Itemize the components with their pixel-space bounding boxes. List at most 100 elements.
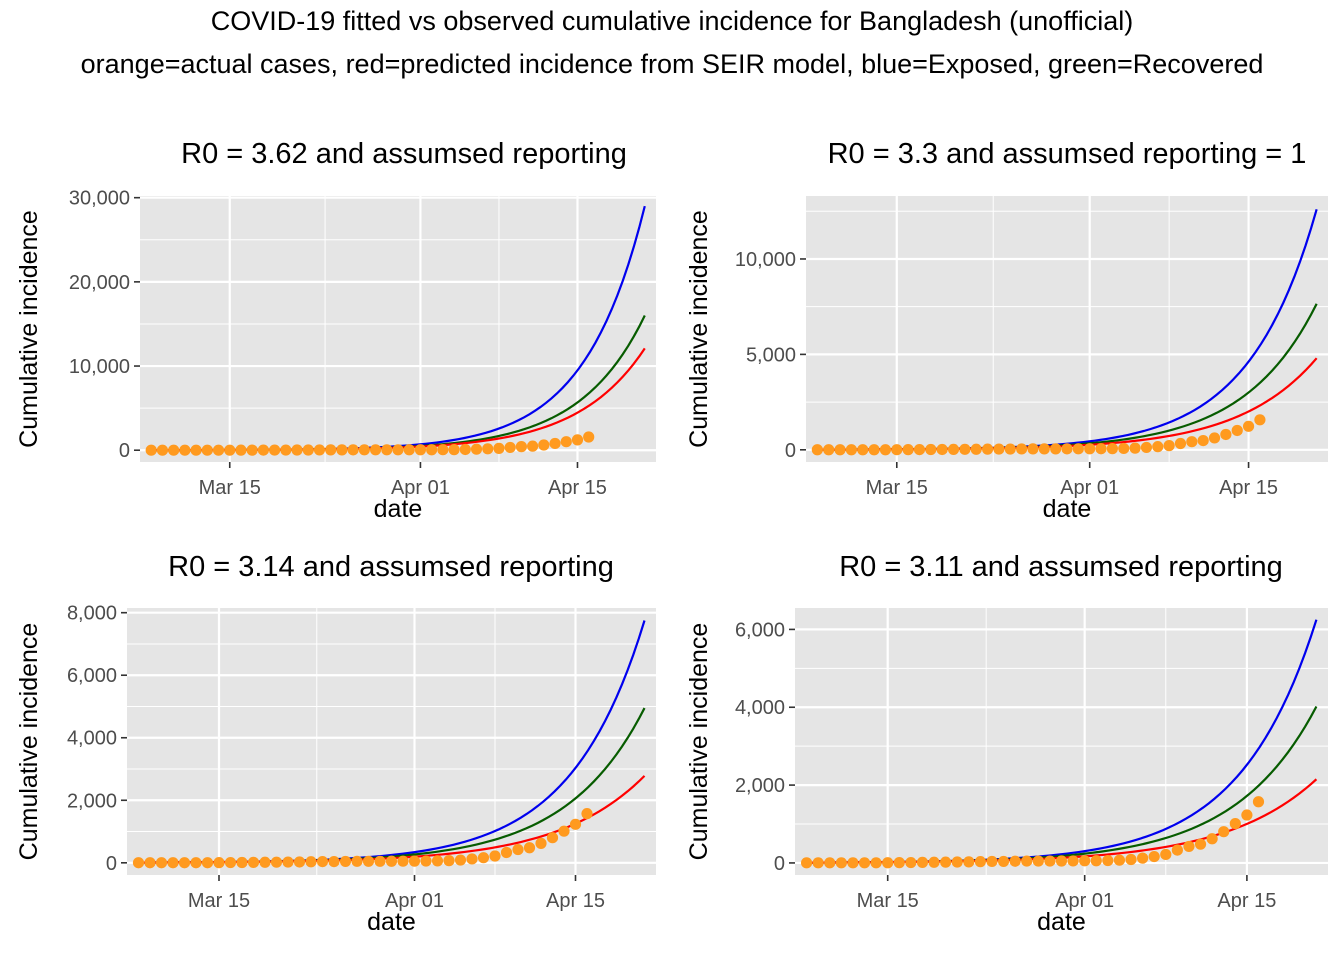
observed-case-point [224, 856, 237, 869]
x-tick-label: Apr 01 [1055, 890, 1114, 912]
observed-case-point [571, 434, 584, 446]
observed-case-point [190, 444, 202, 456]
observed-case-point [282, 856, 294, 868]
figure-subtitle: orange=actual cases, red=predicted incid… [80, 49, 1264, 79]
observed-case-point [504, 441, 516, 454]
y-tick-label: 8,000 [67, 603, 117, 625]
observed-case-point [1254, 414, 1266, 426]
observed-case-point [1084, 443, 1096, 455]
observed-case-point [280, 444, 292, 456]
observed-case-point [986, 855, 998, 868]
observed-case-point [381, 444, 393, 456]
observed-case-point [1090, 855, 1102, 867]
observed-case-point [879, 444, 892, 456]
observed-case-point [470, 443, 483, 455]
observed-case-point [190, 857, 202, 869]
observed-case-point [270, 856, 283, 868]
observed-case-point [546, 832, 559, 844]
observed-case-point [1152, 441, 1164, 453]
observed-case-point [1032, 855, 1044, 867]
y-tick-label: 6,000 [735, 619, 785, 641]
observed-case-point [523, 842, 536, 854]
observed-case-point [569, 818, 582, 830]
x-tick-label: Mar 15 [866, 477, 928, 499]
observed-case-point [963, 856, 975, 868]
observed-case-point [1163, 440, 1175, 452]
observed-case-point [325, 444, 337, 456]
x-tick-label: Apr 01 [1060, 477, 1119, 499]
y-tick-label: 10,000 [69, 356, 130, 378]
y-tick-label: 4,000 [67, 728, 117, 750]
observed-case-point [583, 431, 595, 443]
observed-case-point [870, 857, 882, 869]
observed-case-point [535, 837, 547, 849]
observed-case-point [347, 444, 359, 456]
observed-case-point [936, 443, 948, 456]
observed-case-point [1148, 850, 1160, 863]
observed-case-point [893, 857, 905, 869]
observed-case-point [392, 444, 404, 456]
observed-case-point [437, 444, 449, 456]
observed-case-point [1252, 796, 1265, 808]
y-axis-label: Cumulative incidence [685, 623, 713, 861]
plot-panel-background [806, 196, 1328, 462]
observed-case-point [891, 444, 903, 456]
x-axis-label: date [1037, 908, 1086, 936]
observed-case-point [1106, 443, 1118, 455]
observed-case-point [1183, 840, 1195, 853]
observed-case-point [512, 843, 524, 856]
y-tick-label: 0 [119, 440, 130, 462]
observed-case-point [1095, 443, 1107, 455]
observed-case-point [824, 857, 836, 869]
observed-case-point [362, 855, 375, 867]
plot-panel-background [127, 608, 656, 875]
observed-case-point [302, 444, 314, 456]
observed-case-point [431, 855, 444, 867]
x-tick-label: Apr 01 [385, 890, 444, 912]
observed-case-point [1140, 441, 1153, 454]
observed-case-point [1118, 442, 1130, 455]
observed-case-point [951, 856, 963, 868]
observed-case-point [1241, 809, 1253, 821]
x-tick-label: Mar 15 [188, 890, 250, 912]
plot-panel-background [140, 196, 656, 462]
observed-case-point [1206, 833, 1218, 845]
observed-case-point [1061, 443, 1073, 455]
observed-case-point [179, 444, 191, 456]
observed-case-point [882, 857, 894, 869]
x-tick-label: Apr 15 [548, 477, 607, 499]
observed-case-point [913, 443, 926, 456]
observed-case-point [1113, 854, 1126, 866]
observed-case-point [459, 443, 471, 456]
observed-case-point [1050, 443, 1062, 455]
observed-case-point [1016, 443, 1028, 455]
observed-case-point [358, 444, 370, 456]
observed-case-point [997, 855, 1010, 868]
observed-case-point [916, 856, 929, 868]
observed-case-point [847, 857, 859, 869]
observed-case-point [1004, 443, 1016, 455]
observed-case-point [1027, 443, 1039, 455]
observed-case-point [477, 852, 490, 864]
observed-case-point [1231, 424, 1243, 437]
observed-case-point [560, 436, 572, 448]
observed-case-point [1067, 855, 1079, 867]
y-tick-label: 10,000 [735, 249, 796, 271]
observed-case-point [466, 853, 478, 865]
observed-case-point [213, 857, 225, 869]
observed-case-point [201, 857, 214, 869]
observed-case-point [246, 444, 258, 456]
observed-case-point [293, 856, 306, 868]
observed-case-point [167, 857, 179, 869]
observed-case-point [1218, 826, 1230, 838]
observed-case-point [868, 444, 880, 456]
observed-case-point [316, 855, 329, 868]
observed-case-point [1137, 852, 1149, 864]
y-tick-label: 20,000 [69, 272, 130, 294]
y-tick-label: 0 [106, 853, 117, 875]
observed-case-point [527, 440, 539, 452]
observed-case-point [549, 437, 561, 450]
x-tick-label: Apr 15 [1217, 890, 1276, 912]
observed-case-point [1044, 855, 1056, 867]
